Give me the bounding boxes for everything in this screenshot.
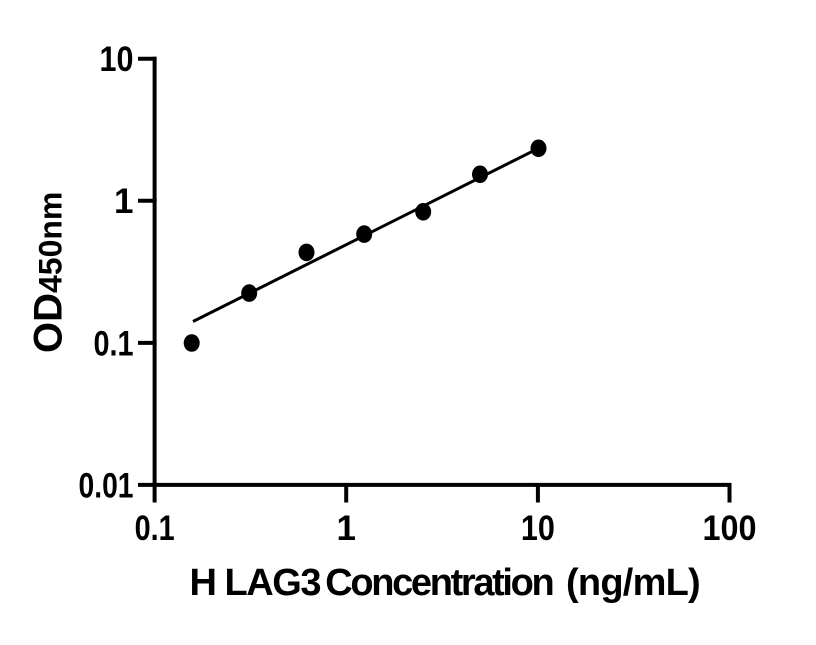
svg-text:OD450nm: OD450nm (27, 192, 71, 353)
svg-text:0.1: 0.1 (94, 324, 134, 363)
svg-text:Concentration: Concentration (325, 562, 554, 604)
svg-text:0.1: 0.1 (135, 509, 175, 548)
svg-text:100: 100 (703, 509, 757, 548)
svg-text:LAG3: LAG3 (225, 562, 322, 604)
svg-text:10: 10 (100, 40, 134, 79)
svg-text:10: 10 (521, 509, 555, 548)
svg-text:1: 1 (336, 509, 355, 548)
svg-text:0.01: 0.01 (79, 466, 134, 505)
svg-text:1: 1 (114, 182, 133, 221)
svg-text:(ng/mL): (ng/mL) (566, 562, 701, 604)
svg-text:H: H (190, 562, 217, 604)
